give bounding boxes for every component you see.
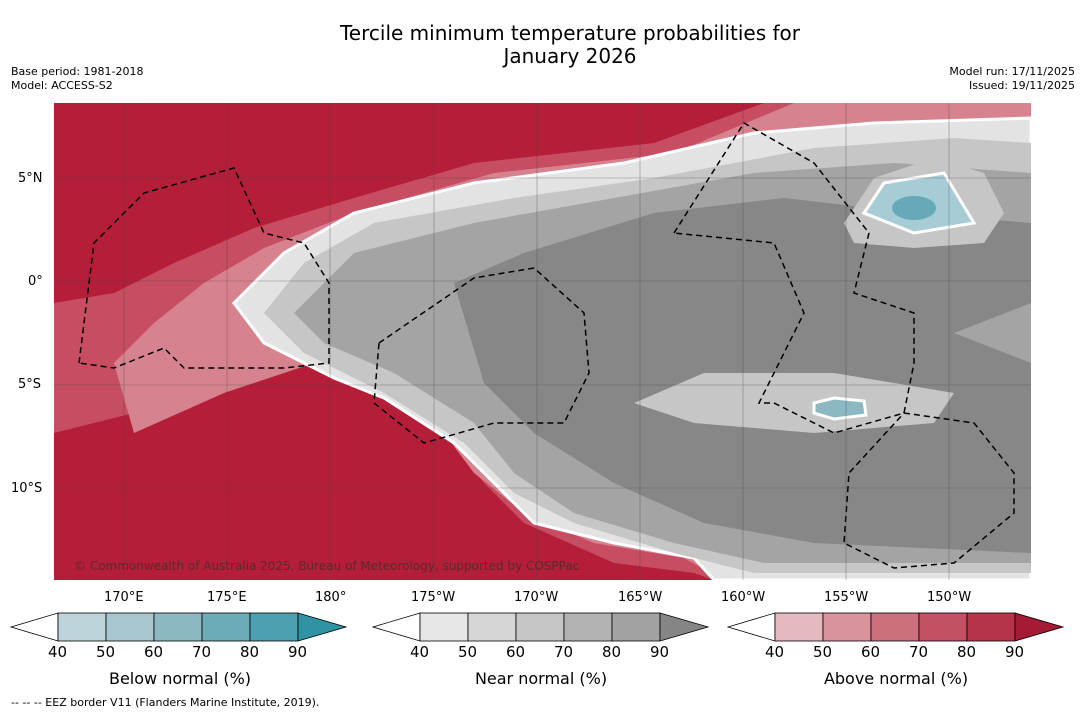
cbar-below-tick-60: 60: [144, 643, 164, 661]
cbar-above-tick-50: 50: [813, 643, 833, 661]
colorbar-0-high-extension: [297, 612, 348, 642]
colorbar-above: [727, 612, 1065, 642]
colorbar-1-segment-0: [419, 612, 469, 642]
lon-label-175e: 175°E: [207, 590, 247, 605]
lon-label-160w: 160°W: [721, 590, 766, 605]
cbar-below-tick-90: 90: [288, 643, 308, 661]
lat-label-5n: 5°N: [18, 171, 43, 186]
colorbar-2-segment-2: [870, 612, 920, 642]
lon-label-165w: 165°W: [618, 590, 663, 605]
map-gridlines: [54, 103, 1031, 580]
cbar-above-tick-70: 70: [909, 643, 929, 661]
colorbar-0-segment-1: [105, 612, 155, 642]
cbar-near-tick-90: 90: [650, 643, 670, 661]
colorbar-1-segment-3: [563, 612, 613, 642]
meta-right: Model run: 17/11/2025 Issued: 19/11/2025: [949, 65, 1075, 93]
colorbar-0-segment-3: [201, 612, 251, 642]
colorbar-below-label: Below normal (%): [108, 669, 252, 688]
eez-footnote: -- -- -- EEZ border V11 (Flanders Marine…: [11, 696, 320, 709]
lon-label-150w: 150°W: [927, 590, 972, 605]
colorbar-0-low-extension: [10, 612, 59, 642]
near-normal-lower-band: [634, 373, 954, 433]
issued-date: Issued: 19/11/2025: [968, 79, 1075, 92]
title-line-2: January 2026: [503, 44, 637, 68]
colorbar-2-high-extension: [1014, 612, 1065, 642]
colorbar-0-segment-0: [57, 612, 107, 642]
colorbar-1-high-extension: [659, 612, 710, 642]
copyright-notice: © Commonwealth of Australia 2025, Bureau…: [74, 559, 579, 573]
lon-label-155w: 155°W: [824, 590, 869, 605]
lat-label-5s: 5°S: [18, 377, 42, 392]
colorbar-2-segment-1: [822, 612, 872, 642]
cbar-near-tick-50: 50: [458, 643, 478, 661]
cbar-below-tick-70: 70: [192, 643, 212, 661]
cbar-above-tick-40: 40: [765, 643, 785, 661]
title-line-1: Tercile minimum temperature probabilitie…: [339, 21, 801, 45]
lon-label-170e: 170°E: [104, 590, 144, 605]
lat-label-10s: 10°S: [11, 481, 43, 496]
eez-borders: [78, 121, 1015, 569]
colorbar-2-segment-4: [966, 612, 1016, 642]
eez-border-west: [78, 167, 330, 369]
lat-label-0: 0°: [28, 274, 43, 289]
colorbar-2-segment-0: [774, 612, 824, 642]
lon-label-180: 180°: [315, 590, 347, 605]
lon-label-170w: 170°W: [514, 590, 559, 605]
cbar-above-tick-80: 80: [957, 643, 977, 661]
cbar-near-tick-40: 40: [410, 643, 430, 661]
colorbar-above-label: Above normal (%): [823, 669, 969, 688]
colorbar-0-segment-2: [153, 612, 203, 642]
base-period: Base period: 1981-2018: [11, 65, 144, 78]
eez-border-central: [373, 267, 590, 444]
probability-map: © Commonwealth of Australia 2025, Bureau…: [54, 103, 1031, 580]
cbar-above-tick-60: 60: [861, 643, 881, 661]
colorbar-1-segment-1: [467, 612, 517, 642]
cbar-below-tick-40: 40: [48, 643, 68, 661]
below-normal-south-patch: [812, 396, 868, 421]
colorbar-1-segment-4: [611, 612, 661, 642]
eez-border-east: [672, 121, 915, 434]
cbar-above-tick-90: 90: [1005, 643, 1025, 661]
meta-left: Base period: 1981-2018 Model: ACCESS-S2: [11, 65, 143, 93]
eez-border-southeast: [843, 412, 1015, 569]
colorbar-0-segment-4: [249, 612, 299, 642]
cbar-near-tick-60: 60: [506, 643, 526, 661]
colorbar-2-low-extension: [727, 612, 776, 642]
cbar-near-tick-80: 80: [602, 643, 622, 661]
colorbar-1-low-extension: [372, 612, 421, 642]
colorbar-near: [372, 612, 710, 642]
colorbar-below: [10, 612, 348, 642]
colorbar-near-label: Near normal (%): [474, 669, 608, 688]
cbar-below-tick-80: 80: [240, 643, 260, 661]
chart-title: Tercile minimum temperature probabilitie…: [0, 22, 1085, 68]
lon-label-175w: 175°W: [411, 590, 456, 605]
cbar-below-tick-50: 50: [96, 643, 116, 661]
cbar-near-tick-70: 70: [554, 643, 574, 661]
below-normal-north-core: [892, 196, 936, 220]
colorbar-1-segment-2: [515, 612, 565, 642]
model-name: Model: ACCESS-S2: [11, 79, 113, 92]
colorbar-2-segment-3: [918, 612, 968, 642]
model-run: Model run: 17/11/2025: [949, 65, 1075, 78]
